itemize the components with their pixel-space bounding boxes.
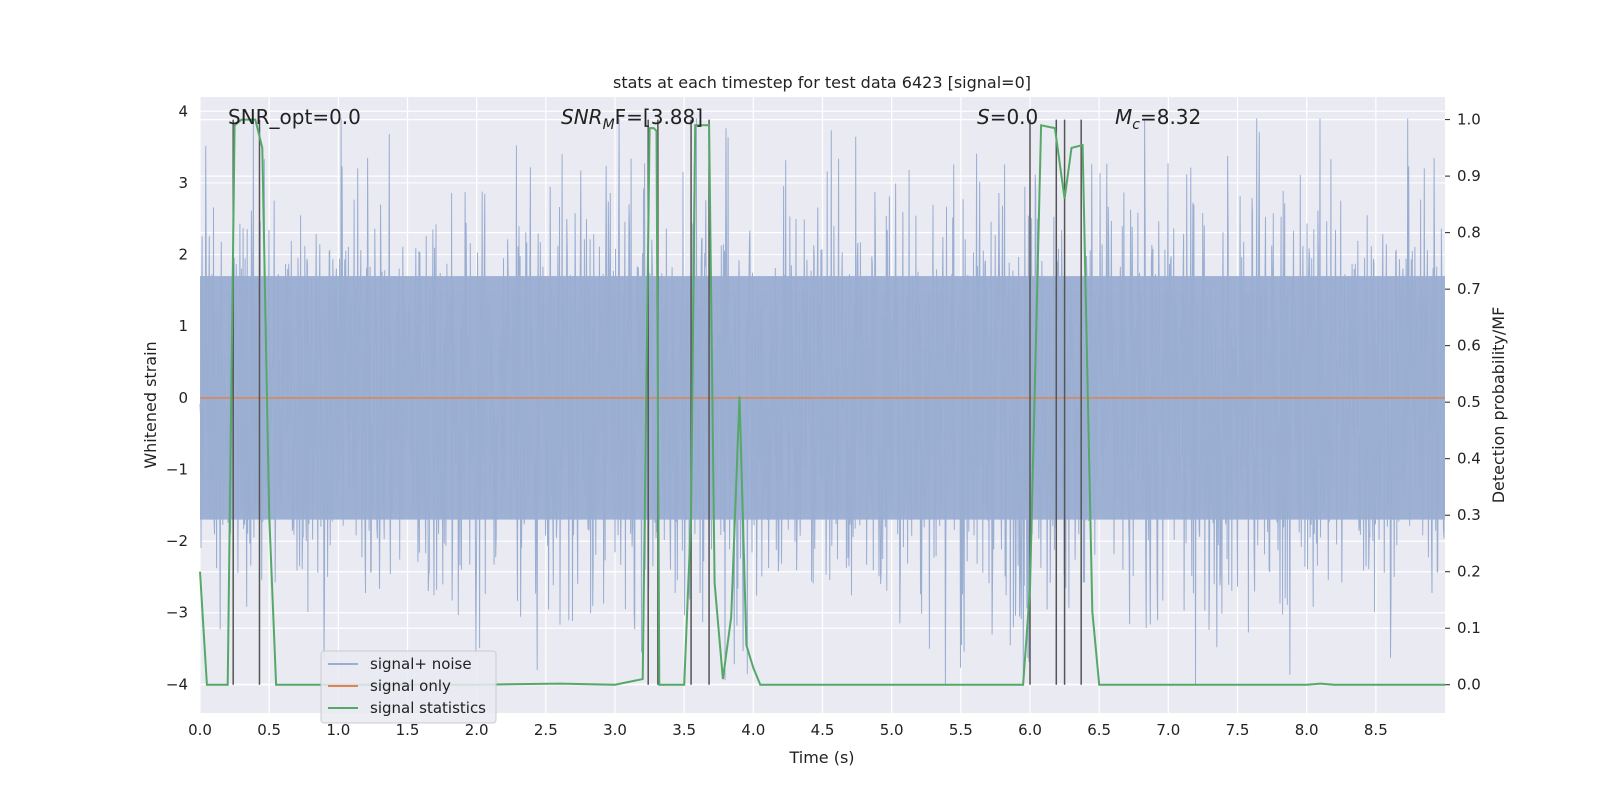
legend-label-stats: signal statistics <box>370 699 486 717</box>
x-tick-label: 1.0 <box>326 721 350 739</box>
y-tick-label: 1 <box>178 317 188 335</box>
y2-tick-label: 0.2 <box>1457 563 1481 581</box>
annotation-s-rest: =0.0 <box>990 105 1039 129</box>
annotation-snr-mf-rest: F=[3.88] <box>615 105 703 129</box>
x-tick-label: 4.0 <box>741 721 765 739</box>
x-tick-label: 8.0 <box>1295 721 1319 739</box>
x-tick-label: 5.0 <box>880 721 904 739</box>
y-tick-label: −1 <box>166 460 188 478</box>
x-tick-label: 1.5 <box>396 721 420 739</box>
y-tick-label: −4 <box>166 675 188 693</box>
y2-tick-label: 0.1 <box>1457 619 1481 637</box>
legend: signal+ noise signal only signal statist… <box>321 651 496 723</box>
x-tick-label: 6.0 <box>1018 721 1042 739</box>
x-tick-label: 3.0 <box>603 721 627 739</box>
y2-axis-label: Detection probability/MF <box>1489 307 1508 504</box>
x-tick-label: 2.0 <box>465 721 489 739</box>
x-tick-label: 3.5 <box>672 721 696 739</box>
x-tick-label: 0.0 <box>188 721 212 739</box>
y2-tick-label: 0.9 <box>1457 167 1481 185</box>
annotation-snr-mf: SNRMF=[3.88] <box>561 105 703 133</box>
annotation-s-italic: S <box>977 105 990 129</box>
y-tick-label: −3 <box>166 604 188 622</box>
y-tick-label: 2 <box>178 246 188 264</box>
y-ticks: −4 −3 −2 −1 0 1 2 3 4 <box>166 102 188 693</box>
x-tick-label: 5.5 <box>949 721 973 739</box>
x-tick-label: 7.0 <box>1156 721 1180 739</box>
y2-tick-label: 1.0 <box>1457 111 1481 129</box>
x-ticks: 0.0 0.5 1.0 1.5 2.0 2.5 3.0 3.5 4.0 4.5 5.0 5.5 6.0 6… <box>188 721 1388 739</box>
y2-tick-label: 0.3 <box>1457 506 1481 524</box>
annotation-snr-mf-main: SNR <box>561 105 603 129</box>
annotation-mc-rest: =8.32 <box>1140 105 1201 129</box>
y2-tick-label: 0.0 <box>1457 676 1481 694</box>
annotation-snr-mf-sub: M <box>603 117 615 133</box>
y-axis-label: Whitened strain <box>141 341 160 468</box>
x-tick-label: 6.5 <box>1087 721 1111 739</box>
x-tick-label: 8.5 <box>1364 721 1388 739</box>
annotation-snr-opt: SNR_opt=0.0 <box>228 105 361 129</box>
y2-tick-label: 0.4 <box>1457 450 1481 468</box>
annotation-mc: Mc=8.32 <box>1115 105 1201 133</box>
annotation-mc-main: M <box>1115 105 1132 129</box>
chart-title: stats at each timestep for test data 642… <box>613 73 1031 92</box>
y2-ticks: 0.0 0.1 0.2 0.3 0.4 0.5 0.6 0.7 0.8 0.9 1.0 <box>1445 111 1481 694</box>
y2-tick-label: 0.6 <box>1457 337 1481 355</box>
y2-tick-label: 0.5 <box>1457 393 1481 411</box>
annotation-s: S=0.0 <box>977 105 1038 129</box>
x-axis-label: Time (s) <box>788 748 854 767</box>
y2-tick-label: 0.8 <box>1457 224 1481 242</box>
legend-label-noise: signal+ noise <box>370 655 472 673</box>
x-tick-label: 4.5 <box>811 721 835 739</box>
x-tick-label: 0.5 <box>257 721 281 739</box>
x-tick-label: 2.5 <box>534 721 558 739</box>
y-tick-label: 4 <box>178 102 188 120</box>
x-tick-label: 7.5 <box>1226 721 1250 739</box>
y-tick-label: −2 <box>166 532 188 550</box>
y-tick-label: 0 <box>178 389 188 407</box>
legend-label-signal: signal only <box>370 677 451 695</box>
y-tick-label: 3 <box>178 174 188 192</box>
y2-tick-label: 0.7 <box>1457 280 1481 298</box>
